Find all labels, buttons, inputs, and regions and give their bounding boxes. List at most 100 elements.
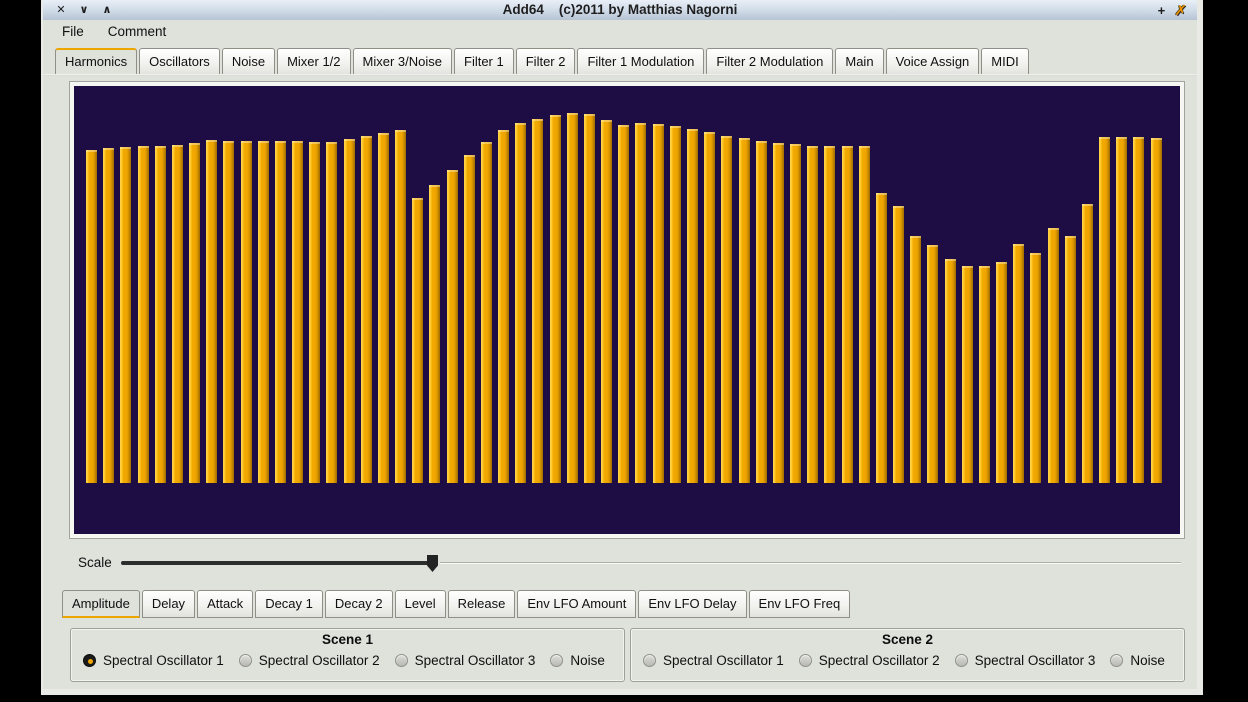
scene-2-radio-noise[interactable]: Noise <box>1110 653 1165 668</box>
env-tab-decay-2[interactable]: Decay 2 <box>324 590 393 618</box>
raise-window-button[interactable]: ∧ <box>102 4 112 16</box>
harmonic-bar-23 <box>463 155 475 483</box>
harmonic-bar-24 <box>480 142 492 483</box>
harmonic-bar-58 <box>1064 236 1076 483</box>
harmonic-bar-6 <box>171 145 183 483</box>
harmonic-bar-37 <box>704 132 716 483</box>
harmonic-bar-51 <box>944 259 956 483</box>
scene-1-radio-spectral-oscillator-3[interactable]: Spectral Oscillator 3 <box>394 653 535 668</box>
harmonic-bar-26 <box>515 123 527 483</box>
scene-2-radio-spectral-oscillator-2[interactable]: Spectral Oscillator 2 <box>798 653 940 668</box>
harmonics-canvas[interactable] <box>74 86 1180 534</box>
envelope-tabbar: Amplitude Delay Attack Decay 1 Decay 2 Level R… <box>62 590 851 618</box>
tab-filter-2-modulation[interactable]: Filter 2 Modulation <box>706 48 834 75</box>
harmonic-bar-8 <box>206 140 218 483</box>
scale-slider-handle[interactable] <box>427 555 438 572</box>
tab-pane-edge <box>43 74 1197 76</box>
harmonic-bar-36 <box>687 129 698 483</box>
harmonic-bar-42 <box>790 144 801 483</box>
radio-button-checked[interactable] <box>83 654 96 667</box>
scene-1-radio-noise[interactable]: Noise <box>550 653 605 668</box>
radio-label: Spectral Oscillator 1 <box>663 653 784 668</box>
harmonic-bar-39 <box>738 138 750 483</box>
radio-label: Spectral Oscillator 3 <box>974 653 1096 668</box>
harmonic-bar-31 <box>601 120 613 483</box>
tab-filter-1[interactable]: Filter 1 <box>454 48 514 75</box>
tab-filter-2[interactable]: Filter 2 <box>515 48 576 75</box>
close-window-button[interactable]: ✕ <box>56 4 66 16</box>
scene-1-radio-spectral-oscillator-1[interactable]: Spectral Oscillator 1 <box>83 653 224 668</box>
harmonic-bar-40 <box>755 141 767 483</box>
harmonic-bar-41 <box>772 143 784 483</box>
scene-2-radio-spectral-oscillator-3[interactable]: Spectral Oscillator 3 <box>954 653 1096 668</box>
tab-voice-assign[interactable]: Voice Assign <box>885 48 980 75</box>
harmonic-bar-46 <box>858 146 870 483</box>
env-tab-amplitude[interactable]: Amplitude <box>62 590 140 618</box>
harmonic-bar-45 <box>841 146 853 483</box>
radio-button[interactable] <box>954 654 968 667</box>
tab-filter-1-modulation[interactable]: Filter 1 Modulation <box>577 48 705 75</box>
harmonic-bar-25 <box>498 130 510 483</box>
env-tab-attack[interactable]: Attack <box>197 590 254 618</box>
scale-slider-fill <box>121 561 432 565</box>
env-tab-env-lfo-amount[interactable]: Env LFO Amount <box>517 590 637 618</box>
harmonic-bar-27 <box>532 119 544 483</box>
harmonic-bar-17 <box>360 136 372 483</box>
harmonic-bar-53 <box>978 266 990 483</box>
tab-oscillators[interactable]: Oscillators <box>139 48 220 75</box>
shade-window-button[interactable]: ∨ <box>79 4 89 16</box>
scene-2-groupbox: Scene 2 Spectral Oscillator 1 Spectral Os… <box>630 628 1185 682</box>
scale-slider-groove <box>440 562 1181 564</box>
env-tab-level[interactable]: Level <box>394 590 446 618</box>
tab-mixer-3-noise[interactable]: Mixer 3/Noise <box>352 48 452 75</box>
tab-main[interactable]: Main <box>835 48 884 75</box>
harmonic-bar-33 <box>635 123 647 483</box>
window-edge-right[interactable] <box>1197 0 1203 695</box>
titlebar-right: + ✗ <box>1157 0 1188 20</box>
env-tab-delay[interactable]: Delay <box>141 590 196 618</box>
harmonic-bar-7 <box>189 143 200 483</box>
harmonic-bar-49 <box>910 236 922 483</box>
sticky-window-button[interactable]: + <box>1157 2 1166 18</box>
scene-1-options: Spectral Oscillator 1 Spectral Oscillator… <box>71 647 624 668</box>
window-edge-left <box>41 0 43 695</box>
radio-label: Noise <box>570 653 605 668</box>
env-tab-release[interactable]: Release <box>447 590 516 618</box>
window-edge-bottom[interactable] <box>41 689 1203 695</box>
radio-button[interactable] <box>798 654 812 667</box>
harmonic-bar-54 <box>996 262 1007 483</box>
harmonic-bar-28 <box>549 115 561 483</box>
scale-slider[interactable] <box>121 549 1181 577</box>
harmonic-bar-61 <box>1116 137 1128 483</box>
radio-button[interactable] <box>394 654 408 667</box>
radio-button[interactable] <box>1110 654 1124 667</box>
menubar: File Comment <box>43 20 1197 43</box>
harmonic-bar-57 <box>1047 228 1059 483</box>
scene-2-radio-spectral-oscillator-1[interactable]: Spectral Oscillator 1 <box>643 653 784 668</box>
harmonic-bar-16 <box>343 139 355 483</box>
radio-button[interactable] <box>238 654 252 667</box>
titlebar[interactable]: ✕ ∨ ∧ Add64 (c)2011 by Matthias Nagorni … <box>43 0 1197 20</box>
menu-comment[interactable]: Comment <box>107 24 167 39</box>
harmonic-bar-19 <box>395 130 407 483</box>
tab-noise[interactable]: Noise <box>221 48 276 75</box>
env-tab-env-lfo-freq[interactable]: Env LFO Freq <box>748 590 851 618</box>
radio-button[interactable] <box>643 654 656 667</box>
env-tab-env-lfo-delay[interactable]: Env LFO Delay <box>638 590 747 618</box>
harmonic-bar-10 <box>240 141 252 483</box>
harmonic-bar-21 <box>429 185 441 483</box>
tab-mixer-1-2[interactable]: Mixer 1/2 <box>277 48 351 75</box>
harmonic-bar-5 <box>154 146 166 483</box>
radio-button[interactable] <box>550 654 564 667</box>
harmonic-bar-38 <box>721 136 733 483</box>
scene-2-title: Scene 2 <box>881 632 934 647</box>
main-tabbar: Harmonics Oscillators Noise Mixer 1/2 Mixer … <box>55 48 1029 75</box>
scene-1-radio-spectral-oscillator-2[interactable]: Spectral Oscillator 2 <box>238 653 380 668</box>
env-tab-decay-1[interactable]: Decay 1 <box>255 590 323 618</box>
menu-file[interactable]: File <box>62 24 84 39</box>
tab-harmonics[interactable]: Harmonics <box>55 48 138 75</box>
harmonic-bar-13 <box>292 141 303 483</box>
tab-midi[interactable]: MIDI <box>981 48 1029 75</box>
harmonic-bar-44 <box>824 146 836 483</box>
